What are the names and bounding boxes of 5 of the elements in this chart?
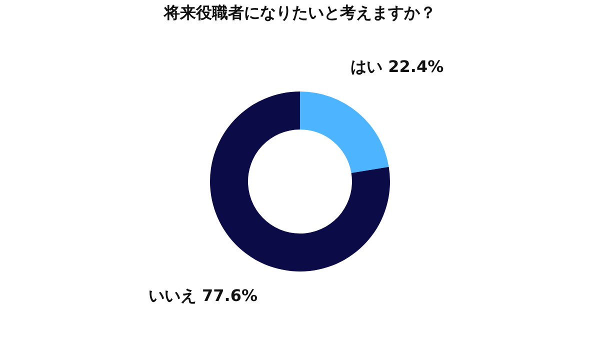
donut-slice xyxy=(210,92,390,272)
slice-label: はい 22.4% xyxy=(350,57,444,76)
chart-title: 将来役職者になりたいと考えますか？ xyxy=(163,3,436,22)
donut-slice xyxy=(300,92,389,174)
slice-label: いいえ 77.6% xyxy=(148,286,258,305)
